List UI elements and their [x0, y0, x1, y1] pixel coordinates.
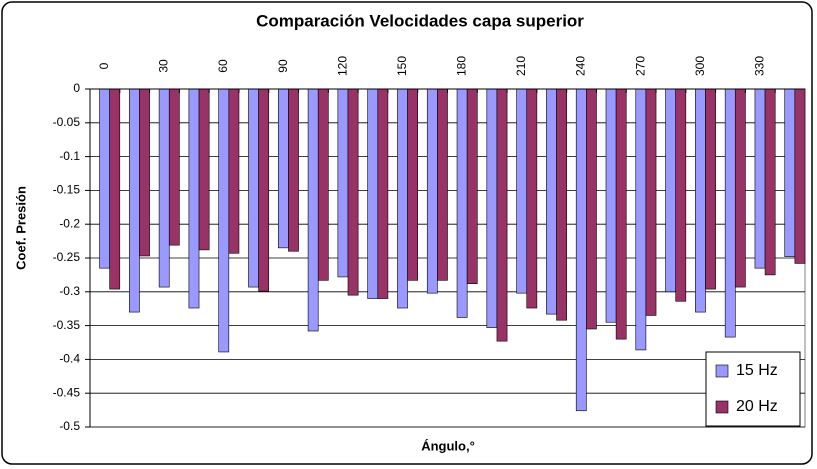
bar [218, 88, 230, 353]
bar [764, 88, 776, 276]
bar [129, 88, 140, 313]
bar [248, 88, 259, 288]
x-tick-label: 180 [455, 56, 469, 76]
bar [377, 88, 389, 299]
legend-label: 15 Hz [736, 362, 778, 379]
bar [337, 88, 349, 278]
y-tick-label: -0.25 [53, 250, 81, 264]
y-tick-label: -0.2 [59, 216, 80, 230]
bar [705, 88, 716, 290]
bar [794, 88, 806, 264]
bar [347, 88, 359, 296]
bar [526, 88, 538, 309]
bar [615, 88, 627, 340]
bar [188, 88, 200, 309]
bar [496, 88, 508, 342]
legend-swatch [715, 364, 729, 378]
bar [397, 88, 408, 309]
bar [675, 88, 687, 302]
bar [99, 88, 110, 269]
bar [367, 88, 379, 299]
x-tick-label: 60 [216, 59, 230, 73]
bar [139, 88, 150, 257]
x-tick-label: 330 [752, 56, 766, 76]
x-tick-label: 270 [633, 56, 647, 76]
bar [486, 88, 498, 328]
y-tick-label: -0.3 [59, 284, 80, 298]
bar [277, 88, 289, 249]
legend-swatch [715, 400, 729, 414]
bar [437, 88, 448, 281]
bar [407, 88, 419, 281]
x-tick-label: 240 [574, 56, 588, 76]
bar [456, 88, 468, 318]
x-tick-label: 90 [276, 59, 290, 73]
bar [228, 88, 240, 254]
y-tick-label: -0.5 [59, 419, 80, 433]
y-tick-label: 0 [73, 81, 80, 95]
bar [586, 88, 597, 330]
y-axis-title: Coef. Presión [13, 186, 28, 270]
bar [516, 88, 528, 294]
x-tick-label: 300 [693, 56, 707, 76]
bar [307, 88, 319, 332]
y-tick-label: -0.1 [59, 149, 80, 163]
x-tick-label: 210 [514, 56, 528, 76]
legend-label: 20 Hz [736, 398, 778, 415]
bar [466, 88, 478, 284]
bar [645, 88, 657, 316]
bar [426, 88, 438, 294]
bar [605, 88, 617, 323]
chart-title: Comparación Velocidades capa superior [256, 11, 584, 30]
y-tick-label: -0.15 [53, 183, 81, 197]
bar [754, 88, 766, 269]
bar [734, 88, 746, 288]
bar [784, 88, 796, 257]
bar [635, 88, 647, 351]
y-tick-label: -0.35 [53, 318, 81, 332]
x-tick-label: 150 [395, 56, 409, 76]
legend-box [705, 351, 801, 427]
bar [109, 88, 121, 290]
y-tick-label: -0.4 [59, 352, 80, 366]
bar [317, 88, 329, 281]
bar [288, 88, 299, 252]
x-tick-label: 120 [335, 56, 349, 76]
bar [665, 88, 677, 293]
x-tick-label: 0 [97, 62, 111, 69]
bar [575, 88, 587, 412]
bar [158, 88, 170, 288]
bar [198, 88, 210, 251]
y-tick-label: -0.05 [53, 115, 81, 129]
y-tick-label: -0.45 [53, 385, 81, 399]
bar [724, 88, 736, 338]
bar [168, 88, 180, 246]
bar [258, 88, 270, 292]
bar [695, 88, 706, 313]
x-tick-label: 30 [157, 59, 171, 73]
bar [556, 88, 567, 321]
bar [546, 88, 557, 315]
x-axis-title: Ángulo,° [421, 438, 475, 453]
